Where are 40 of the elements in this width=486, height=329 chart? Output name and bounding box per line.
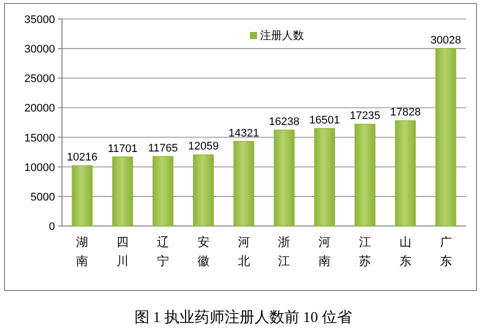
bar <box>274 130 295 226</box>
x-tick-label: 安徽 <box>197 235 210 268</box>
bar <box>193 154 214 226</box>
x-tick-label: 河北 <box>238 235 250 268</box>
x-tick-label: 辽宁 <box>157 235 169 268</box>
data-label: 17828 <box>390 106 421 119</box>
y-tick-label: 35000 <box>24 14 55 26</box>
legend-label: 注册人数 <box>260 29 304 42</box>
bar <box>435 48 456 226</box>
x-tick-label: 山东 <box>399 235 412 268</box>
x-tick-label: 河南 <box>318 235 331 268</box>
bar <box>395 120 416 226</box>
bar <box>233 141 254 226</box>
x-tick-label: 浙江 <box>278 235 290 268</box>
bar <box>354 124 376 226</box>
data-label: 12059 <box>188 140 219 153</box>
data-label: 10216 <box>66 152 98 164</box>
data-label: 16238 <box>268 116 300 128</box>
y-tick-label: 10000 <box>24 162 55 174</box>
text: 图 1 执业药师注册人数前 10 位省 <box>134 309 352 326</box>
data-label: 11701 <box>108 142 138 155</box>
y-tick-label: 25000 <box>24 73 55 86</box>
x-tick-label: 四川 <box>116 235 129 268</box>
bar <box>72 165 93 226</box>
y-tick-label: 30000 <box>24 44 55 56</box>
x-tick-label: 广东 <box>440 235 452 268</box>
bar <box>112 156 133 226</box>
data-label: 11765 <box>148 142 178 154</box>
y-tick-label: 5000 <box>30 191 55 204</box>
x-tick-label: 江苏 <box>359 235 371 268</box>
data-label: 16501 <box>309 114 340 126</box>
data-label: 17235 <box>350 110 380 122</box>
y-tick-label: 0 <box>48 221 55 233</box>
y-tick-label: 15000 <box>24 132 55 144</box>
bar <box>314 128 335 226</box>
x-tick-label: 湖南 <box>76 235 88 268</box>
data-label: 30028 <box>430 34 462 46</box>
y-tick-label: 20000 <box>24 102 55 115</box>
data-label: 14321 <box>228 127 260 140</box>
bar <box>152 156 174 226</box>
